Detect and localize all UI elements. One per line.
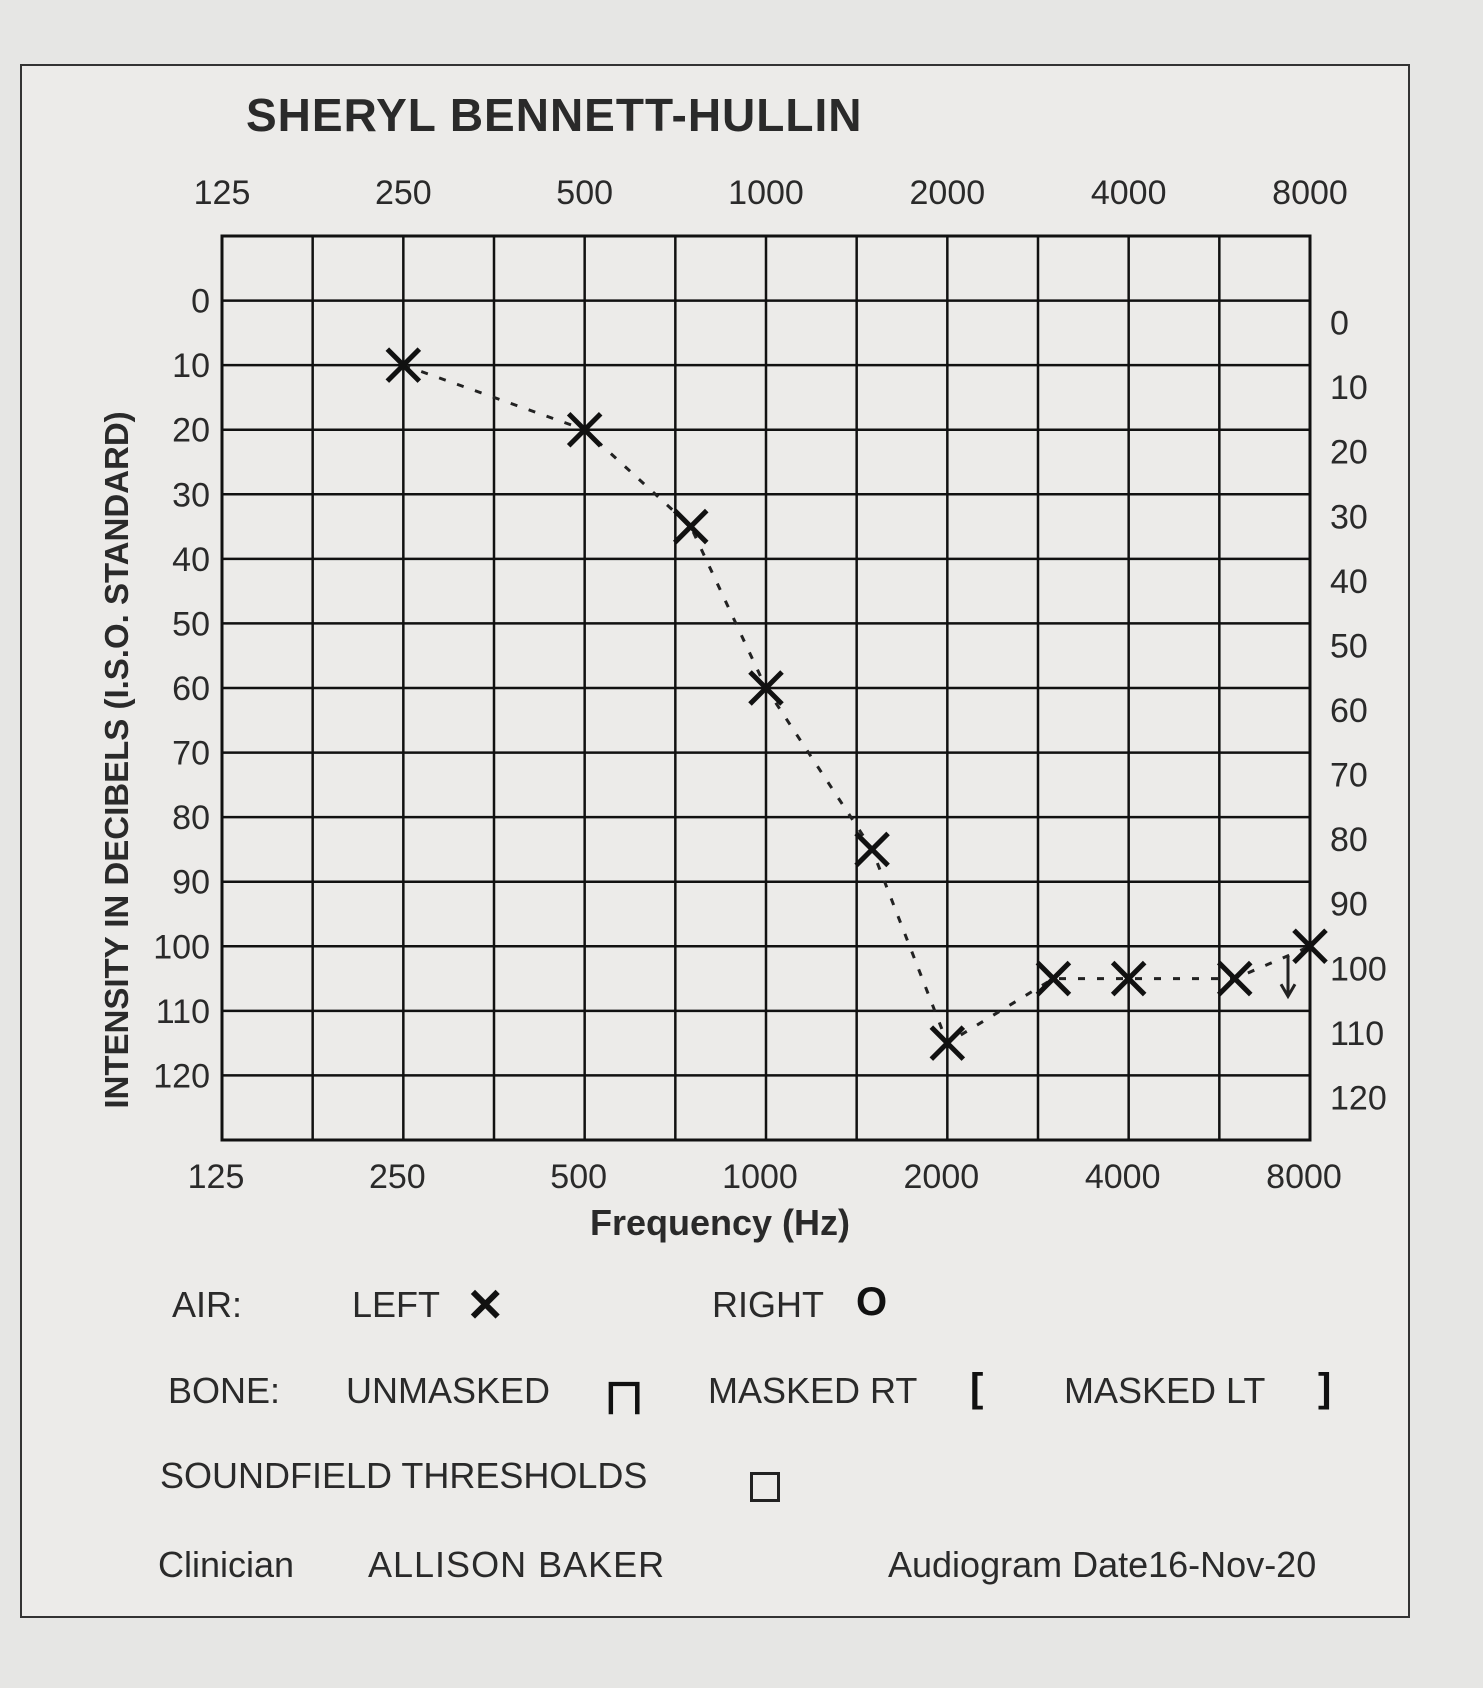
masked-lt-bracket-icon: ]	[1318, 1366, 1332, 1410]
left-intensity-tick-label: 70	[172, 735, 210, 773]
bottom-frequency-tick-label: 500	[550, 1158, 607, 1196]
right-intensity-tick-label: 10	[1330, 369, 1368, 407]
top-frequency-tick-label: 500	[556, 174, 613, 212]
left-intensity-tick-label: 100	[153, 928, 210, 966]
left-ear-x-marker	[566, 411, 603, 448]
left-intensity-tick-label: 10	[172, 347, 210, 385]
right-intensity-tick-label: 80	[1330, 821, 1368, 859]
bottom-frequency-tick-label: 2000	[904, 1158, 980, 1196]
patient-name: SHERYL BENNETT-HULLIN	[246, 89, 863, 141]
bottom-frequency-tick-label: 8000	[1266, 1158, 1342, 1196]
right-label: RIGHT	[712, 1284, 824, 1325]
left-intensity-tick-label: 0	[191, 283, 210, 321]
series-layer	[385, 347, 1328, 1061]
right-intensity-tick-label: 0	[1330, 305, 1349, 343]
top-frequency-tick-label: 4000	[1091, 174, 1167, 212]
left-intensity-tick-label: 110	[156, 993, 210, 1031]
right-intensity-ticks: 0 10 20 30 40 50 60 70 80 90 100 110 120	[1330, 305, 1387, 1118]
no-response-arrowhead	[1279, 983, 1297, 1000]
right-intensity-tick-label: 40	[1330, 563, 1368, 601]
x-axis-label: Frequency (Hz)	[590, 1202, 850, 1243]
audiogram-date: Audiogram Date16-Nov-20	[888, 1544, 1316, 1586]
left-ear-x-marker	[854, 831, 890, 868]
left-intensity-tick-label: 60	[172, 670, 210, 708]
masked-rt-label: MASKED RT	[708, 1370, 918, 1411]
left-intensity-tick-label: 120	[153, 1057, 210, 1095]
right-intensity-tick-label: 90	[1330, 886, 1368, 924]
grid	[220, 234, 1312, 1142]
right-intensity-tick-label: 110	[1330, 1015, 1384, 1053]
left-intensity-tick-label: 90	[172, 864, 210, 902]
left-ear-x-marker	[1110, 960, 1147, 997]
right-intensity-tick-label: 50	[1330, 627, 1368, 665]
audiogram-chart: 125 250 500 1000 2000 4000 8000 125 250 500 1000 2…	[98, 174, 1387, 1243]
top-frequency-tick-label: 2000	[910, 174, 986, 212]
left-intensity-tick-label: 30	[172, 476, 210, 514]
left-intensity-tick-label: 20	[172, 412, 210, 450]
unmasked-label: UNMASKED	[346, 1370, 551, 1411]
unmasked-bracket-icon: ㄇ	[604, 1377, 644, 1421]
air-label: AIR:	[172, 1284, 243, 1325]
clinician-label: Clinician	[158, 1544, 295, 1585]
left-intensity-tick-label: 50	[172, 605, 210, 643]
bone-label: BONE:	[168, 1370, 281, 1411]
bottom-frequency-tick-label: 4000	[1085, 1158, 1161, 1196]
y-axis-label: INTENSITY IN DECIBELS (I.S.O. STANDARD)	[98, 411, 135, 1108]
left-ear-x-marker	[1292, 928, 1328, 965]
left-label: LEFT	[352, 1284, 441, 1325]
top-frequency-tick-label: 1000	[728, 174, 804, 212]
bottom-frequency-tick-label: 1000	[722, 1158, 798, 1196]
left-ear-x-marker	[929, 1025, 966, 1061]
left-intensity-tick-label: 40	[172, 541, 210, 579]
left-x-icon: ✕	[466, 1279, 505, 1331]
masked-lt-label: MASKED LT	[1064, 1370, 1266, 1411]
right-intensity-tick-label: 30	[1330, 498, 1368, 536]
left-ear-x-marker	[748, 670, 784, 706]
right-intensity-tick-label: 120	[1330, 1079, 1387, 1117]
date-label: Audiogram Date	[888, 1544, 1149, 1585]
date-value: 16-Nov-20	[1148, 1544, 1317, 1585]
left-ear-x-marker	[385, 347, 422, 383]
bottom-frequency-tick-label: 125	[188, 1158, 245, 1196]
right-intensity-tick-label: 70	[1330, 757, 1368, 795]
left-ear-x-marker	[1035, 960, 1072, 997]
soundfield-label: SOUNDFIELD THRESHOLDS	[160, 1455, 648, 1496]
bottom-frequency-ticks: 125 250 500 1000 2000 4000 8000	[188, 1158, 1342, 1196]
left-intensity-ticks: 0 10 20 30 40 50 60 70 80 90 100 110 120	[153, 283, 210, 1096]
top-frequency-tick-label: 250	[375, 174, 432, 212]
top-frequency-tick-label: 125	[194, 174, 251, 212]
left-ear-x-marker	[1216, 960, 1253, 997]
masked-rt-bracket-icon: [	[970, 1366, 984, 1410]
right-circle-icon: O	[856, 1280, 888, 1324]
right-intensity-tick-label: 20	[1330, 434, 1368, 472]
top-frequency-ticks: 125 250 500 1000 2000 4000 8000	[194, 174, 1348, 212]
bottom-frequency-tick-label: 250	[369, 1158, 426, 1196]
left-ear-x-marker	[672, 508, 709, 545]
top-frequency-tick-label: 8000	[1272, 174, 1348, 212]
audiogram-sheet	[20, 64, 1410, 1618]
clinician-name: ALLISON BAKER	[368, 1544, 666, 1585]
left-intensity-tick-label: 80	[172, 799, 210, 837]
soundfield-square-icon	[750, 1472, 780, 1502]
right-intensity-tick-label: 60	[1330, 692, 1368, 730]
right-intensity-tick-label: 100	[1330, 950, 1387, 988]
